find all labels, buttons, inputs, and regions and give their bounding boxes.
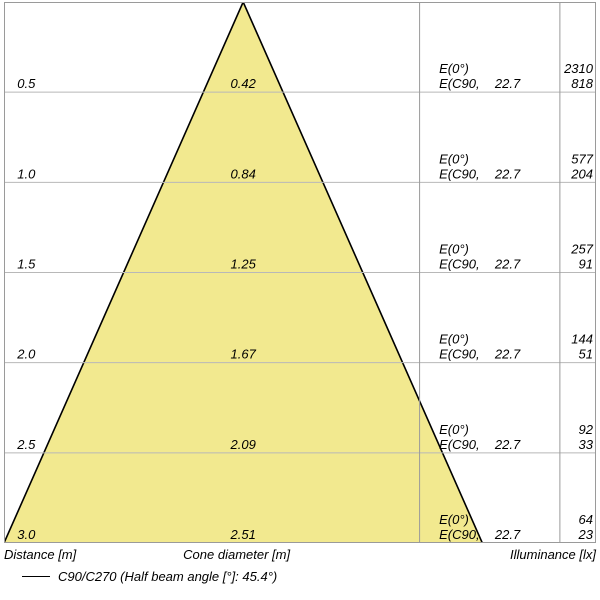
svg-text:257: 257 [570,242,593,257]
svg-text:E(0°): E(0°) [439,242,469,257]
svg-text:0.5: 0.5 [17,76,36,91]
svg-text:E(C90,: E(C90, [439,166,479,181]
svg-text:E(0°): E(0°) [439,422,469,437]
svg-text:204: 204 [570,166,593,181]
svg-text:22.7: 22.7 [494,527,521,542]
svg-text:2.09: 2.09 [230,437,256,452]
svg-text:33: 33 [579,437,594,452]
svg-text:1.67: 1.67 [231,347,257,362]
svg-text:E(0°): E(0°) [439,332,469,347]
svg-text:1.25: 1.25 [231,257,257,272]
svg-text:E(C90,: E(C90, [439,527,479,542]
legend: C90/C270 (Half beam angle [°]: 45.4°) [22,569,277,584]
svg-text:E(C90,: E(C90, [439,437,479,452]
svg-text:22.7: 22.7 [494,257,521,272]
light-cone-chart: 0.5 0.42 E(0°) 2310 E(C90, 22.7 818 1.0 0.84 E(0°… [0,0,600,600]
svg-text:22.7: 22.7 [494,437,521,452]
svg-text:144: 144 [571,332,593,347]
svg-text:577: 577 [571,151,593,166]
axis-label-illuminance: Illuminance [lx] [510,547,596,562]
svg-text:E(C90,: E(C90, [439,347,479,362]
axis-label-diameter: Cone diameter [m] [183,547,290,562]
svg-text:0.42: 0.42 [231,76,257,91]
legend-text: C90/C270 (Half beam angle [°]: 45.4°) [58,569,277,584]
svg-text:23: 23 [578,527,594,542]
svg-text:E(0°): E(0°) [439,512,469,527]
svg-text:22.7: 22.7 [494,166,521,181]
svg-text:818: 818 [571,76,593,91]
svg-text:2.5: 2.5 [16,437,36,452]
svg-text:22.7: 22.7 [494,347,521,362]
svg-text:E(C90,: E(C90, [439,257,479,272]
svg-text:2310: 2310 [563,61,594,76]
svg-text:2.0: 2.0 [16,347,36,362]
plot-svg: 0.5 0.42 E(0°) 2310 E(C90, 22.7 818 1.0 0.84 E(0°… [4,2,596,543]
svg-text:22.7: 22.7 [494,76,521,91]
svg-text:1.5: 1.5 [17,257,36,272]
svg-text:91: 91 [579,257,593,272]
svg-text:51: 51 [579,347,593,362]
svg-text:1.0: 1.0 [17,166,36,181]
svg-text:0.84: 0.84 [231,166,256,181]
svg-text:E(0°): E(0°) [439,151,469,166]
svg-text:64: 64 [579,512,593,527]
svg-text:E(C90,: E(C90, [439,76,479,91]
svg-text:E(0°): E(0°) [439,61,469,76]
svg-text:92: 92 [579,422,594,437]
plot-area: 0.5 0.42 E(0°) 2310 E(C90, 22.7 818 1.0 0.84 E(0°… [4,2,596,543]
svg-text:3.0: 3.0 [17,527,36,542]
axis-label-distance: Distance [m] [4,547,76,562]
legend-line-sample [22,576,50,577]
svg-text:2.51: 2.51 [230,527,256,542]
